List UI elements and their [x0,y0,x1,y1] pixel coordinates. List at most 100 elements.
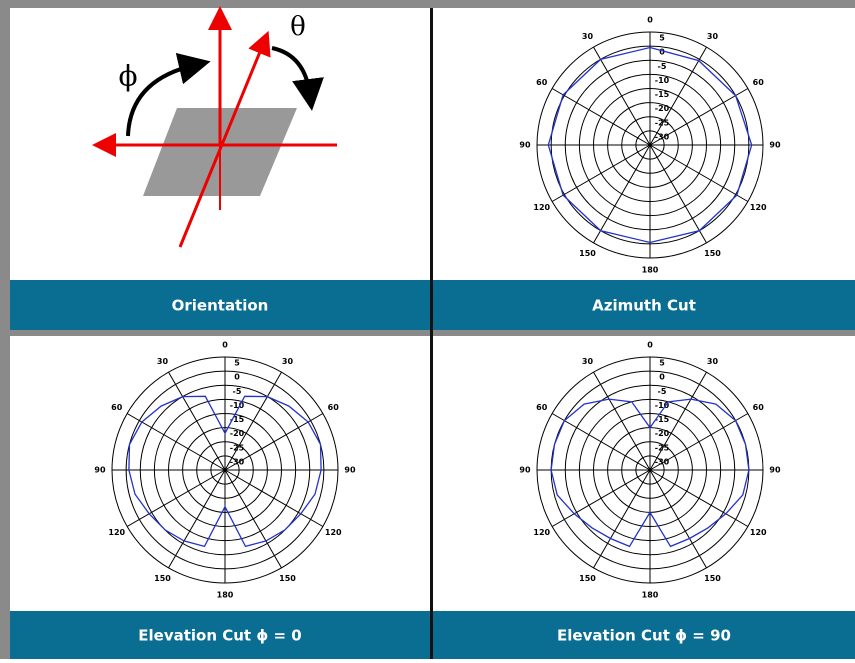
angle-tick-label: 90 [769,141,781,150]
caption-bar [10,280,430,330]
angle-tick-label: 120 [108,528,125,537]
r-tick-label: -25 [655,118,670,127]
angle-tick-label: 120 [750,203,767,212]
r-tick-label: -5 [233,387,242,396]
caption: Elevation Cut ϕ = 90 [557,627,731,645]
angle-tick-label: 150 [704,574,721,583]
caption-bar [10,611,430,659]
r-tick-label: -25 [230,443,245,452]
caption: Orientation [172,297,269,315]
angle-tick-label: 150 [279,574,296,583]
r-tick-label: 0 [234,373,240,382]
grid-spoke [168,371,226,471]
angle-tick-label: 150 [579,249,596,258]
caption: Azimuth Cut [592,297,696,315]
angle-tick-label: 0 [222,341,228,350]
phi-label: ϕ [118,60,137,93]
angle-tick-label: 120 [750,528,767,537]
panel [10,336,430,611]
r-tick-label: -30 [230,457,245,466]
r-tick-label: -5 [658,62,667,71]
grid-spoke [551,144,651,202]
r-tick-label: -15 [655,90,670,99]
grid-spoke [593,469,651,569]
caption-bar [433,280,855,330]
r-tick-label: -10 [230,401,245,410]
grid-spoke [593,46,651,146]
grid-spoke [126,469,226,527]
r-tick-label: -20 [230,429,245,438]
r-tick-label: 5 [659,359,665,368]
angle-tick-label: 30 [582,357,594,366]
r-tick-label: -30 [655,457,670,466]
r-tick-label: -25 [655,443,670,452]
orientation-diagram: ϕ θ [92,6,337,248]
angle-tick-label: 150 [579,574,596,583]
r-tick-label: -15 [230,415,245,424]
divider [430,8,433,659]
angle-tick-label: 90 [344,466,356,475]
grid-spoke [224,413,324,471]
grid-spoke [649,413,749,471]
angle-tick-label: 90 [519,466,531,475]
pattern-curve [550,398,750,548]
angle-tick-label: 120 [325,528,342,537]
theta-label: θ [290,12,306,42]
angle-tick-label: 60 [328,403,340,412]
angle-tick-label: 180 [642,266,659,275]
grid-spoke [224,469,282,569]
r-tick-label: -10 [655,76,670,85]
grid-spoke [649,371,707,471]
angle-tick-label: 60 [536,403,548,412]
angle-tick-label: 30 [282,357,294,366]
r-tick-label: 5 [659,34,665,43]
grid-spoke [649,46,707,146]
pattern-curve [128,395,322,548]
r-tick-label: -20 [655,429,670,438]
angle-tick-label: 120 [533,528,550,537]
grid-spoke [593,144,651,244]
r-tick-label: -10 [655,401,670,410]
r-tick-label: -20 [655,104,670,113]
angle-tick-label: 60 [753,78,765,87]
grid-spoke [649,144,749,202]
grid-spoke [649,469,749,527]
angle-tick-label: 120 [533,203,550,212]
grid-spoke [649,88,749,146]
angle-tick-label: 0 [647,341,653,350]
grid-spoke [649,144,707,244]
r-tick-label: 5 [234,359,240,368]
grid-spoke [224,469,324,527]
grid-spoke [551,413,651,471]
panel [433,8,855,280]
r-tick-label: 0 [659,373,665,382]
angle-tick-label: 90 [769,466,781,475]
angle-tick-label: 180 [642,591,659,600]
angle-tick-label: 30 [707,357,719,366]
angle-tick-label: 30 [157,357,169,366]
grid-spoke [168,469,226,569]
r-tick-label: -30 [655,132,670,141]
grid-spoke [593,371,651,471]
angle-tick-label: 60 [111,403,123,412]
theta-arrow [271,46,324,111]
angle-tick-label: 60 [753,403,765,412]
angle-tick-label: 150 [154,574,171,583]
grid-spoke [126,413,226,471]
angle-tick-label: 30 [582,32,594,41]
angle-tick-label: 150 [704,249,721,258]
caption-bar [433,611,855,659]
grid-spoke [551,88,651,146]
axis [178,30,271,248]
grid-spoke [551,469,651,527]
r-tick-label: 0 [659,48,665,57]
angle-tick-label: 90 [94,466,106,475]
phi-arrow [126,53,211,137]
r-tick-label: -15 [655,415,670,424]
grid-spoke [649,469,707,569]
grid-spoke [224,371,282,471]
caption: Elevation Cut ϕ = 0 [138,627,301,645]
angle-tick-label: 30 [707,32,719,41]
